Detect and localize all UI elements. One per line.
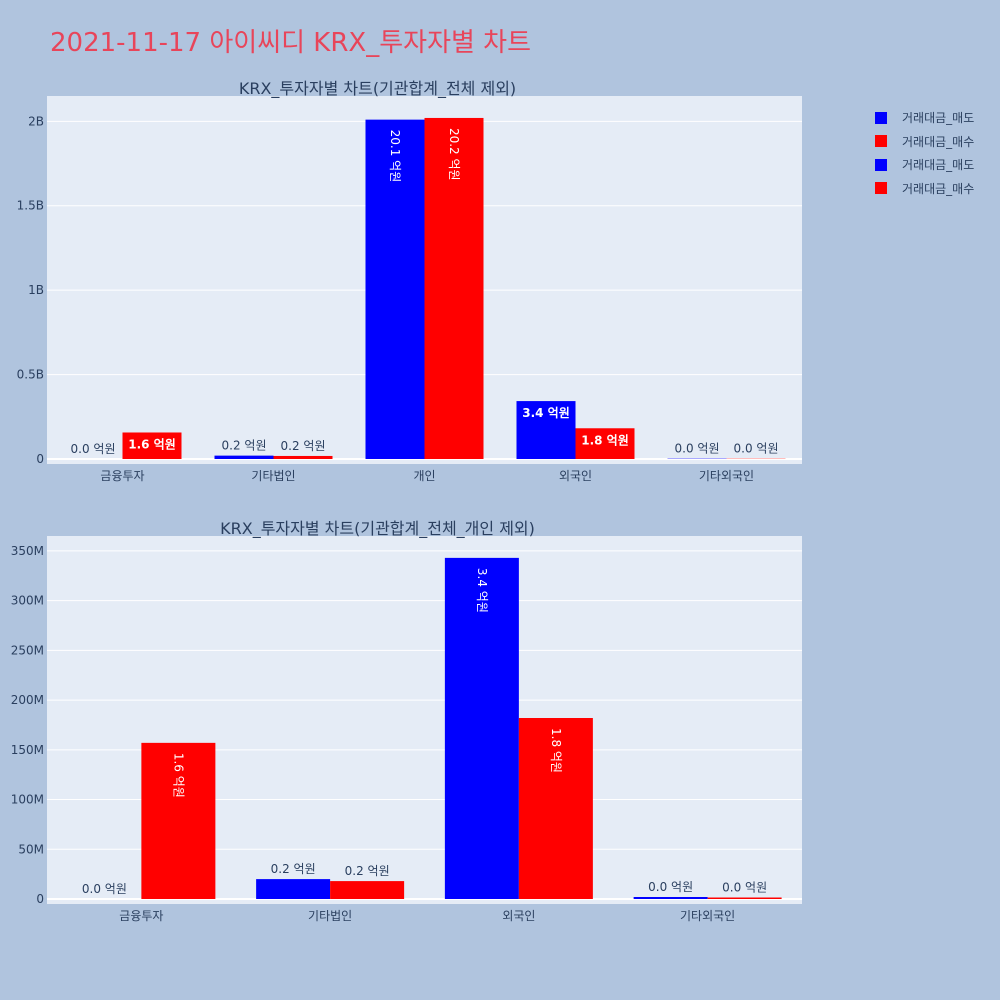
bar bbox=[214, 455, 274, 459]
bar bbox=[256, 879, 331, 899]
chart-investor-excl-individual: KRX_투자자별 차트(기관합계_전체_개인 제외) 0 50M 100M 150M 20… bbox=[11, 519, 802, 923]
y-tick-label: 2B bbox=[28, 114, 44, 128]
y-tick-label: 200M bbox=[11, 693, 44, 707]
data-label: 3.4 억원 bbox=[475, 568, 489, 613]
chart-title: KRX_투자자별 차트(기관합계_전체 제외) bbox=[239, 79, 516, 99]
data-label: 3.4 억원 bbox=[522, 406, 570, 420]
legend-swatch bbox=[875, 182, 887, 195]
legend-label: 거래대금_매수 bbox=[902, 181, 975, 196]
bar bbox=[141, 742, 216, 899]
legend[interactable]: 거래대금_매도 거래대금_매수 거래대금_매도 거래대금_매수 bbox=[875, 106, 974, 200]
bar bbox=[122, 432, 182, 459]
y-tick-label: 1.5B bbox=[17, 199, 44, 213]
bar bbox=[518, 717, 593, 899]
bar bbox=[516, 401, 576, 459]
legend-label: 거래대금_매도 bbox=[902, 111, 975, 126]
y-tick-label: 150M bbox=[11, 743, 44, 757]
y-tick-label: 0 bbox=[36, 892, 44, 906]
bar bbox=[444, 557, 519, 899]
chart-investor-all: KRX_투자자별 차트(기관합계_전체 제외) 0 0.5B 1B 1.5B 2B 금융투자… bbox=[17, 79, 802, 483]
x-tick-label: 금융투자 bbox=[100, 469, 144, 483]
x-tick-label: 개인 bbox=[413, 469, 435, 483]
bar bbox=[330, 881, 405, 899]
data-label: 0.0 억원 bbox=[648, 880, 693, 894]
y-tick-label: 350M bbox=[11, 544, 44, 558]
bar bbox=[365, 119, 425, 459]
x-tick-label: 기타법인 bbox=[308, 909, 352, 923]
y-tick-label: 1B bbox=[28, 283, 44, 297]
legend-label: 거래대금_매도 bbox=[902, 158, 975, 173]
x-tick-label: 금융투자 bbox=[119, 909, 163, 923]
y-tick-label: 0 bbox=[36, 452, 44, 466]
y-tick-label: 300M bbox=[11, 594, 44, 608]
data-label: 0.0 억원 bbox=[675, 442, 720, 456]
legend-swatch bbox=[875, 135, 887, 148]
y-tick-label: 50M bbox=[18, 842, 44, 856]
legend-item[interactable]: 거래대금_매수 bbox=[875, 177, 974, 201]
bar bbox=[424, 117, 484, 459]
data-label: 0.2 억원 bbox=[222, 439, 267, 453]
data-label: 0.2 억원 bbox=[281, 439, 326, 453]
legend-item[interactable]: 거래대금_매수 bbox=[875, 130, 974, 154]
data-label: 20.2 억원 bbox=[447, 128, 461, 181]
page-title: 2021-11-17 아이씨디 KRX_투자자별 차트 bbox=[50, 28, 532, 58]
legend-item[interactable]: 거래대금_매도 bbox=[875, 153, 974, 177]
bar bbox=[575, 428, 635, 459]
data-label: 0.0 억원 bbox=[71, 442, 116, 456]
y-tick-label: 250M bbox=[11, 643, 44, 657]
data-label: 0.0 억원 bbox=[722, 881, 767, 895]
legend-swatch bbox=[875, 111, 887, 124]
x-tick-label: 기타외국인 bbox=[699, 469, 754, 483]
x-tick-label: 기타법인 bbox=[251, 469, 295, 483]
data-label: 1.8 억원 bbox=[549, 728, 563, 773]
legend-label: 거래대금_매수 bbox=[902, 134, 975, 149]
data-label: 1.6 억원 bbox=[128, 437, 176, 451]
data-label: 0.0 억원 bbox=[82, 882, 127, 896]
x-tick-label: 외국인 bbox=[502, 909, 535, 923]
bar bbox=[707, 897, 782, 899]
y-tick-label: 0.5B bbox=[17, 368, 44, 382]
data-label: 1.8 억원 bbox=[581, 433, 629, 447]
data-label: 0.0 억원 bbox=[734, 442, 779, 456]
bar bbox=[633, 897, 708, 899]
legend-item[interactable]: 거래대금_매도 bbox=[875, 106, 974, 130]
bar bbox=[273, 455, 333, 459]
x-tick-label: 외국인 bbox=[559, 469, 592, 483]
data-label: 1.6 억원 bbox=[171, 753, 185, 798]
y-tick-label: 100M bbox=[11, 793, 44, 807]
data-label: 0.2 억원 bbox=[271, 862, 316, 876]
legend-swatch bbox=[875, 158, 887, 171]
data-label: 0.2 억원 bbox=[345, 864, 390, 878]
x-tick-label: 기타외국인 bbox=[680, 909, 735, 923]
chart-title: KRX_투자자별 차트(기관합계_전체_개인 제외) bbox=[220, 519, 535, 539]
data-label: 20.1 억원 bbox=[388, 130, 402, 183]
